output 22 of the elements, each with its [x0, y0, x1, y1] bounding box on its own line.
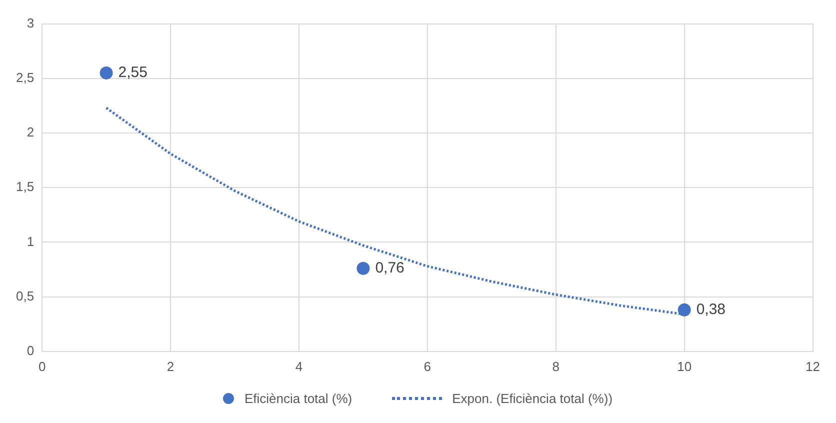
x-tick-label: 0	[38, 358, 46, 374]
y-tick-label: 2,5	[16, 70, 34, 85]
y-tick-label: 0,5	[16, 288, 34, 304]
y-tick-label: 3	[26, 15, 34, 30]
point	[356, 262, 370, 275]
data-label: 0,76	[375, 260, 404, 277]
y-tick-label: 1,5	[16, 179, 34, 194]
data-label: 2,55	[118, 64, 148, 82]
point	[678, 303, 691, 316]
x-tick-label: 6	[424, 358, 432, 374]
legend-label: Eficiència total (%)	[244, 391, 352, 406]
point	[100, 66, 113, 80]
x-tick-label: 2	[166, 358, 174, 374]
y-tick-label: 2	[26, 124, 34, 140]
x-tick-label: 4	[295, 358, 303, 374]
x-tick-label: 10	[677, 358, 692, 374]
x-tick-label: 12	[806, 358, 820, 374]
y-tick-label: 1	[26, 234, 34, 249]
data-label: 0,38	[696, 301, 726, 318]
legend-label: Expon. (Eficiència total (%))	[452, 391, 613, 406]
y-tick-label: 0	[26, 342, 34, 358]
x-tick-label: 8	[552, 358, 560, 374]
